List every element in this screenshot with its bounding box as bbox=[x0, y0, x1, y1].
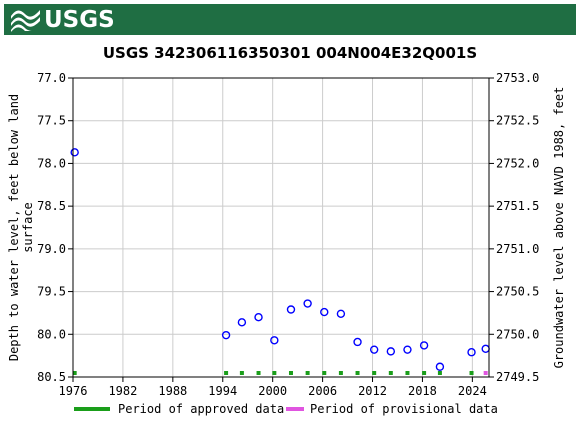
x-tick-label: 1988 bbox=[158, 384, 187, 398]
y-left-tick-label: 77.5 bbox=[37, 114, 66, 128]
y-axis-left-label-line: Depth to water level, feet below land bbox=[7, 94, 21, 361]
x-tick-label: 1982 bbox=[108, 384, 137, 398]
x-tick-label: 2012 bbox=[358, 384, 387, 398]
x-tick-label: 2006 bbox=[308, 384, 337, 398]
data-points bbox=[70, 148, 490, 371]
y-left-tick-label: 77.0 bbox=[37, 71, 66, 85]
data-point bbox=[70, 148, 79, 157]
usgs-banner: USGS bbox=[4, 4, 576, 35]
x-tick-label: 2018 bbox=[408, 384, 437, 398]
approved-period-mark bbox=[72, 371, 77, 375]
data-point bbox=[221, 330, 231, 340]
x-tick-label: 1976 bbox=[59, 384, 88, 398]
x-tick-label: 1994 bbox=[208, 384, 237, 398]
approved-period-marks bbox=[72, 371, 488, 375]
y-right-tick-label: 2750.5 bbox=[496, 285, 539, 299]
y-right-tick-label: 2752.5 bbox=[496, 114, 539, 128]
approved-period-mark bbox=[422, 371, 427, 375]
data-point bbox=[286, 305, 296, 314]
x-tick-label: 2024 bbox=[458, 384, 487, 398]
approved-period-mark bbox=[355, 371, 360, 375]
chart-grid bbox=[72, 77, 489, 378]
usgs-logo-text: USGS bbox=[44, 6, 115, 33]
approved-period-mark bbox=[388, 371, 393, 375]
data-point bbox=[254, 313, 263, 322]
data-point bbox=[303, 299, 312, 308]
approved-period-mark bbox=[437, 371, 442, 375]
data-point bbox=[353, 337, 362, 347]
approved-period-mark bbox=[372, 371, 377, 375]
y-left-tick-label: 79.0 bbox=[37, 242, 66, 256]
approved-period-mark bbox=[239, 371, 244, 375]
y-right-tick-label: 2751.0 bbox=[496, 242, 539, 256]
y-right-tick-label: 2752.0 bbox=[496, 156, 539, 170]
data-point bbox=[320, 307, 329, 317]
y-right-tick-label: 2749.5 bbox=[496, 370, 539, 384]
y-axis-right-label: Groundwater level above NAVD 1988, feet bbox=[552, 87, 566, 369]
data-point bbox=[237, 318, 247, 327]
y-axis-left-label-line: surface bbox=[21, 202, 35, 253]
approved-period-mark bbox=[322, 371, 327, 375]
legend-label: Period of approved data bbox=[118, 402, 284, 416]
approved-period-mark bbox=[305, 371, 310, 375]
data-point bbox=[481, 344, 490, 354]
y-left-tick-label: 78.0 bbox=[37, 156, 66, 170]
chart-title: USGS 342306116350301 004N004E32Q001S bbox=[103, 44, 477, 62]
plot-frame bbox=[72, 77, 490, 378]
approved-period-mark bbox=[338, 371, 343, 375]
y-right-tick-label: 2753.0 bbox=[496, 71, 539, 85]
approved-period-mark bbox=[272, 371, 277, 375]
approved-period-mark bbox=[469, 371, 474, 375]
approved-period-mark bbox=[405, 371, 410, 375]
data-point bbox=[467, 348, 476, 357]
data-point bbox=[403, 345, 412, 354]
axis-ticks: 1976 1982 1988 1994 2000 2006 2012 2018 2024 77.0… bbox=[37, 71, 539, 398]
data-point bbox=[369, 345, 379, 354]
chart-legend: Period of approved data Period of provisi… bbox=[74, 402, 498, 416]
y-right-tick-label: 2751.5 bbox=[496, 199, 539, 213]
usgs-wave-icon bbox=[11, 10, 40, 32]
y-left-tick-label: 79.5 bbox=[37, 285, 66, 299]
data-point bbox=[435, 362, 445, 371]
usgs-logo[interactable]: USGS bbox=[11, 6, 115, 33]
x-tick-label: 2000 bbox=[258, 384, 287, 398]
approved-period-mark bbox=[224, 371, 229, 375]
legend-label: Period of provisional data bbox=[310, 402, 498, 416]
y-right-tick-label: 2750.0 bbox=[496, 327, 539, 341]
approved-period-mark bbox=[288, 371, 293, 375]
approved-period-mark bbox=[256, 371, 261, 375]
data-point bbox=[270, 336, 279, 345]
y-left-tick-label: 78.5 bbox=[37, 199, 66, 213]
data-point bbox=[336, 309, 346, 318]
data-point bbox=[419, 341, 429, 350]
provisional-period-mark bbox=[483, 371, 488, 375]
y-axis-left-label: Depth to water level, feet below land sur… bbox=[7, 94, 35, 361]
y-left-tick-label: 80.5 bbox=[37, 370, 66, 384]
y-left-tick-label: 80.0 bbox=[37, 327, 66, 341]
data-point bbox=[386, 347, 396, 356]
